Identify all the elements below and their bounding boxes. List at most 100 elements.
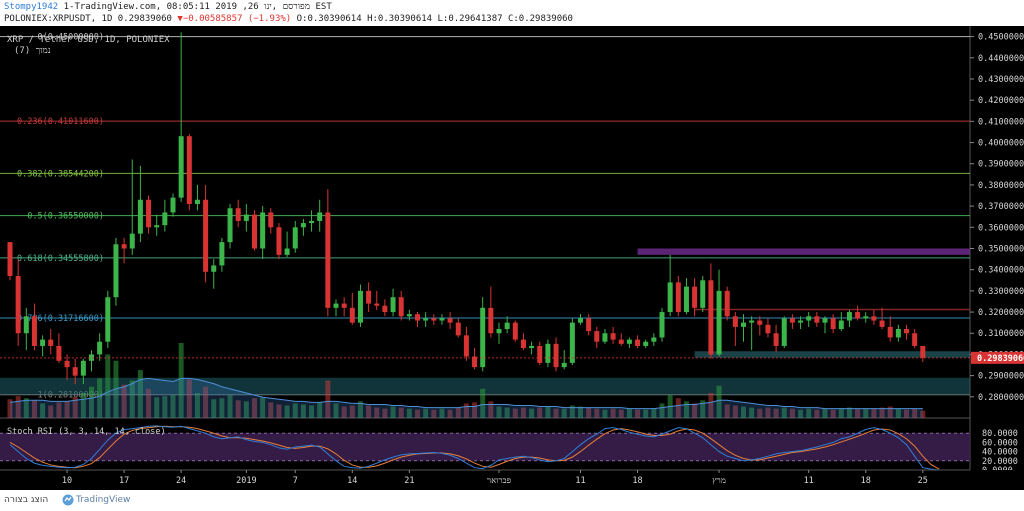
volume-bar — [349, 405, 355, 418]
candle-body — [618, 339, 624, 344]
candle-body — [252, 214, 257, 249]
candle-body — [23, 316, 29, 334]
time-tick-label: 17 — [119, 476, 129, 486]
candle-body — [186, 136, 192, 204]
candle-body — [488, 307, 494, 334]
volume-bar — [317, 402, 323, 418]
candle-body — [724, 290, 730, 317]
time-tick-label: 11 — [575, 476, 585, 486]
time-tick-label: 21 — [404, 476, 414, 486]
candle-body — [146, 199, 152, 228]
candle-body — [137, 199, 143, 234]
candle-body — [170, 197, 176, 213]
volume-bar — [512, 408, 518, 418]
volume-bar — [765, 407, 771, 418]
candle-body — [154, 225, 160, 228]
candle-body — [366, 290, 372, 304]
volume-bar — [260, 397, 266, 418]
zone-overlays — [0, 248, 970, 395]
volume-bar — [105, 354, 111, 418]
volume-bar — [838, 408, 844, 418]
volume-bar — [602, 409, 608, 418]
candle-body — [15, 276, 21, 334]
last-price-label: 0.29839060 — [977, 354, 1024, 364]
tradingview-brand[interactable]: TradingView — [76, 495, 131, 505]
volume-bars — [7, 343, 926, 418]
author-link[interactable]: Stompy1942 — [4, 2, 59, 12]
candlesticks — [7, 32, 926, 385]
volume-bar — [545, 406, 551, 418]
candle-body — [333, 303, 339, 308]
volume-bar — [798, 409, 804, 418]
volume-bar — [773, 408, 779, 418]
candle-body — [439, 318, 445, 321]
volume-bar — [406, 408, 412, 418]
volume-bar — [806, 408, 812, 418]
volume-bar — [97, 378, 103, 418]
candle-body — [553, 343, 559, 368]
candle-body — [569, 322, 575, 363]
volume-bar — [64, 401, 70, 418]
chart-canvas[interactable]: 0(0.45000000) 0.236(0.41011600) 0.382(0.38… — [0, 26, 1024, 490]
candle-body — [700, 280, 706, 308]
volume-bar — [757, 408, 763, 418]
candle-body — [309, 220, 315, 224]
volume-bar — [121, 384, 127, 418]
candle-body — [871, 316, 877, 321]
volume-bar — [594, 408, 600, 418]
candle-body — [463, 335, 469, 357]
volume-bar — [23, 398, 29, 418]
candle-body — [268, 212, 274, 228]
volume-bar — [920, 410, 926, 418]
candle-body — [203, 199, 209, 272]
volume-bar — [553, 408, 559, 418]
candle-body — [40, 339, 46, 346]
volume-bar — [537, 407, 543, 418]
candle-body — [447, 318, 453, 323]
current-price-zone — [694, 351, 970, 358]
time-tick-label: 18 — [861, 476, 871, 486]
volume-bar — [56, 402, 62, 418]
candle-body — [659, 312, 665, 338]
time-axis[interactable]: 10 17 24 2019 7 14 21 פברואר 11 18 מרץ 11 18 25 — [0, 469, 1024, 490]
time-tick-label: 2019 — [236, 476, 256, 486]
candle-body — [472, 356, 478, 368]
volume-bar — [227, 395, 233, 418]
time-axis-background — [0, 470, 1024, 490]
candle-body — [423, 318, 429, 321]
volume-bar — [211, 399, 217, 418]
volume-bar — [15, 396, 21, 418]
stoch-tick-label: 80.0000 — [982, 429, 1018, 439]
candle-body — [227, 208, 233, 243]
candle-body — [415, 314, 420, 321]
candle-body — [243, 214, 249, 221]
volume-bar — [732, 405, 738, 418]
candle-body — [904, 329, 909, 334]
volume-bar — [675, 398, 681, 418]
candle-body — [895, 329, 901, 338]
volume-bar — [846, 407, 852, 418]
time-tick-label: 7 — [293, 476, 298, 486]
volume-bar — [887, 406, 893, 418]
volume-bar — [219, 398, 225, 418]
candle-body — [635, 339, 641, 346]
price-tick-label: 0.45000000 — [978, 33, 1024, 43]
stoch-tick-label: 20.0000 — [982, 457, 1018, 467]
candle-body — [814, 316, 820, 323]
candle-body — [178, 136, 184, 198]
candle-body — [325, 212, 331, 308]
candle-body — [431, 318, 437, 321]
volume-bar — [692, 403, 698, 418]
candle-body — [708, 280, 714, 355]
stoch-tick-label: 40.0000 — [982, 448, 1018, 458]
